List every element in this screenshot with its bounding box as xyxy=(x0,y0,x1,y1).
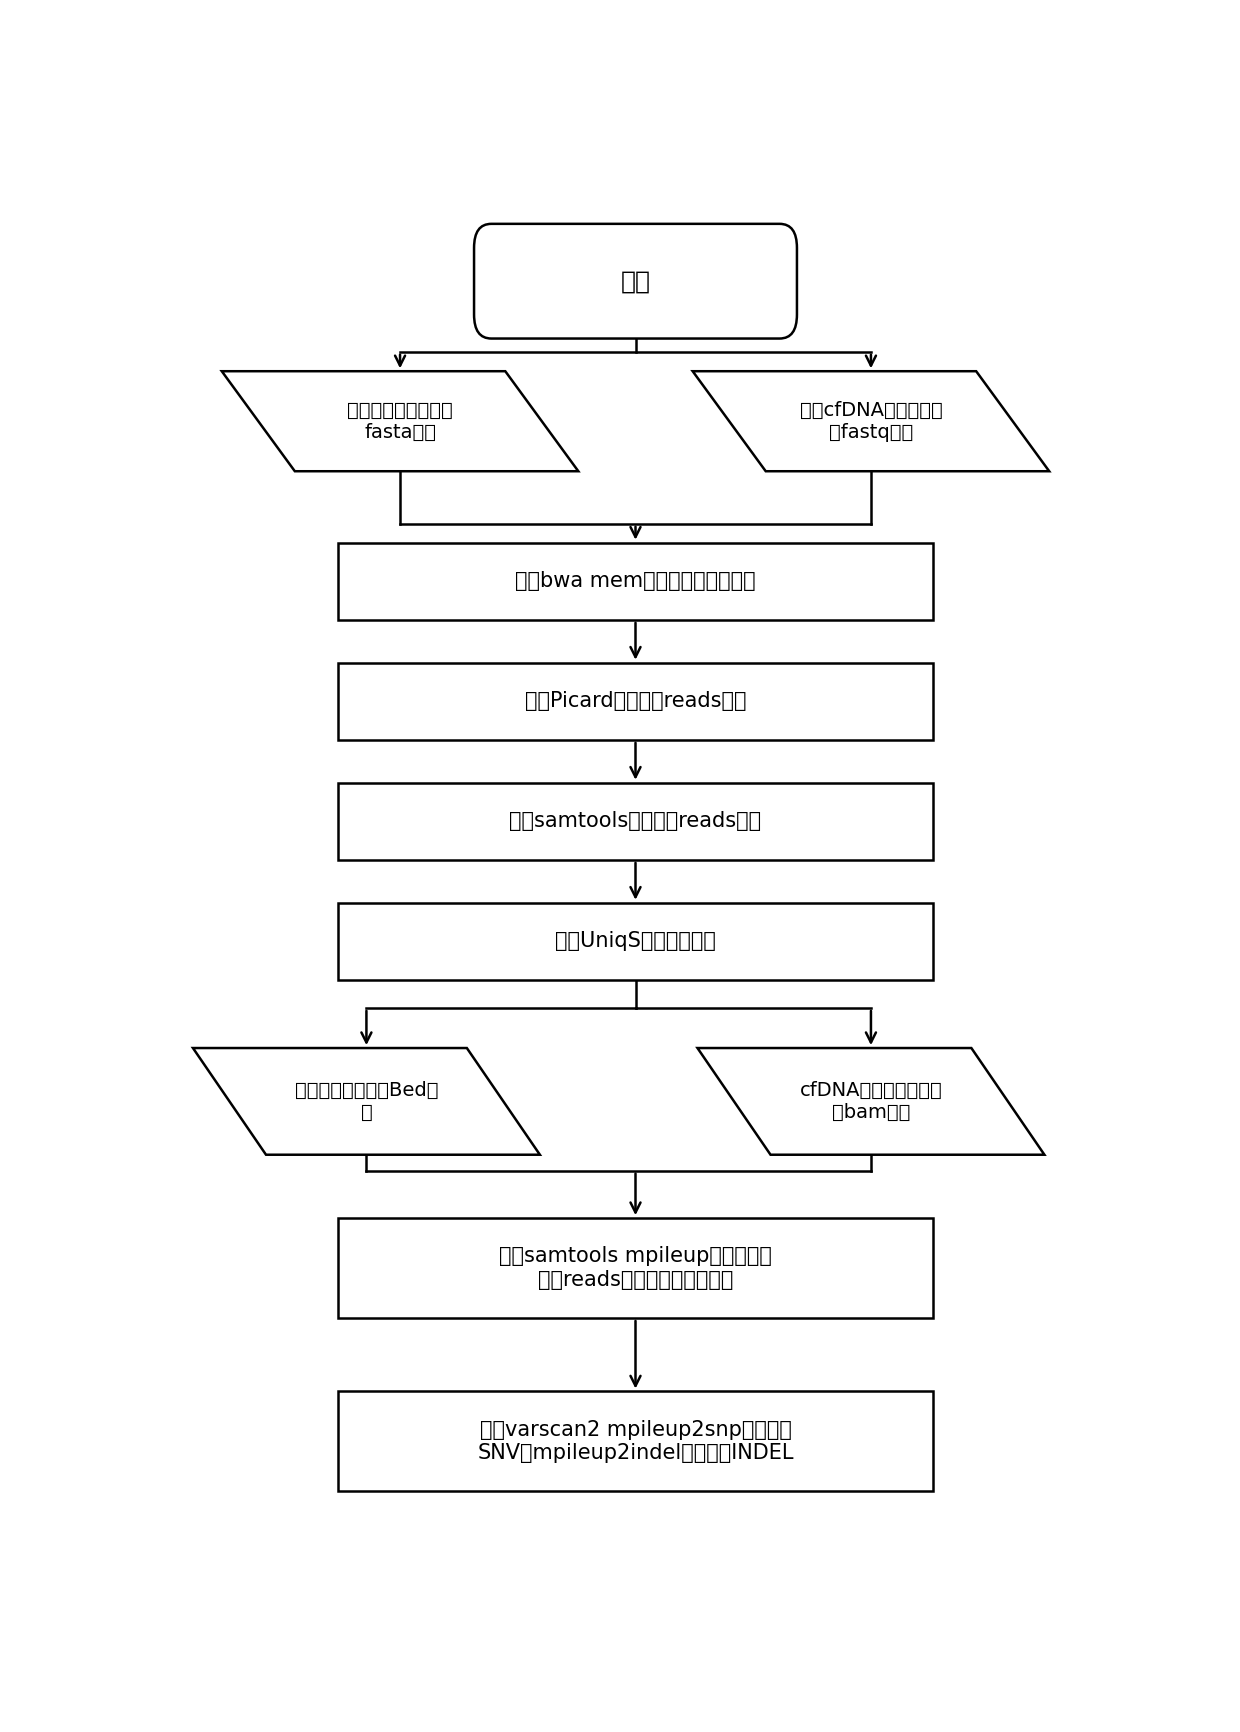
Text: 输入人类参考基因组
fasta文件: 输入人类参考基因组 fasta文件 xyxy=(347,400,453,442)
Bar xyxy=(337,1391,934,1491)
Bar xyxy=(337,902,934,980)
Text: 调用Picard软件进行reads排序: 调用Picard软件进行reads排序 xyxy=(525,691,746,712)
Bar xyxy=(337,1218,934,1318)
Bar xyxy=(337,663,934,740)
Text: 调用varscan2 mpileup2snp模块鉴定
SNV，mpileup2indel模块鉴定INDEL: 调用varscan2 mpileup2snp模块鉴定 SNV，mpileup2i… xyxy=(477,1420,794,1464)
Polygon shape xyxy=(697,1048,1044,1155)
FancyBboxPatch shape xyxy=(474,223,797,338)
Text: 输入捕获测序区间Bed文
件: 输入捕获测序区间Bed文 件 xyxy=(295,1081,438,1122)
Polygon shape xyxy=(193,1048,539,1155)
Bar xyxy=(337,542,934,620)
Text: 利用bwa mem软件进行基因组比对: 利用bwa mem软件进行基因组比对 xyxy=(515,572,756,591)
Text: 利用UniqS算法进行去重: 利用UniqS算法进行去重 xyxy=(556,932,715,951)
Text: 开始: 开始 xyxy=(620,268,651,293)
Text: 输入cfDNA样本捕获测
序fastq文件: 输入cfDNA样本捕获测 序fastq文件 xyxy=(800,400,942,442)
Text: 调用samtools mpileup按位置展示
所有reads的比对情况和质量值: 调用samtools mpileup按位置展示 所有reads的比对情况和质量值 xyxy=(498,1247,773,1290)
Bar xyxy=(337,783,934,861)
Text: 调用samtools软件进行reads过滤: 调用samtools软件进行reads过滤 xyxy=(510,811,761,831)
Polygon shape xyxy=(222,371,578,471)
Text: cfDNA样本标记重复后
的bam文件: cfDNA样本标记重复后 的bam文件 xyxy=(800,1081,942,1122)
Polygon shape xyxy=(693,371,1049,471)
